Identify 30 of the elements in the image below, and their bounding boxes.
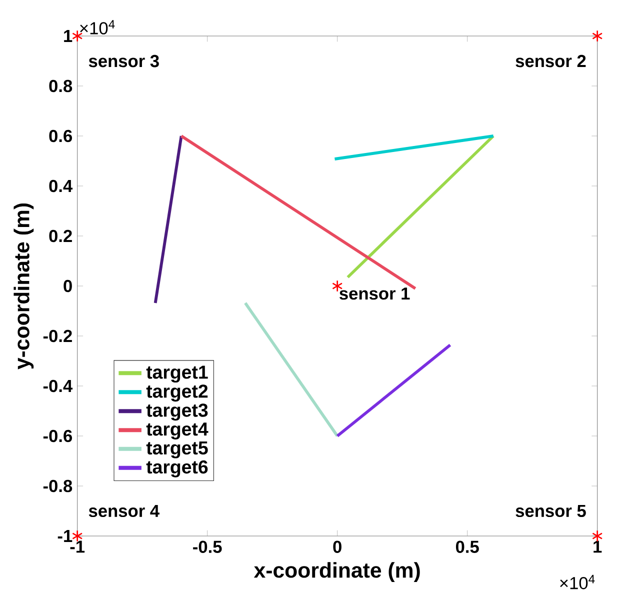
text: ×10$^{4}$ (560, 575, 595, 590)
legend-label: target1 (146, 366, 208, 383)
legend-label: target4 (146, 422, 208, 440)
y-tick-label: 1 (64, 30, 72, 42)
y-tick-label: 0 (64, 280, 72, 292)
x-tick-label: 0 (333, 540, 342, 554)
annotation: sensor 2 (516, 55, 586, 68)
y-axis-title: y-coordinate (m) (14, 204, 34, 370)
x-tick-label: 0.5 (456, 540, 479, 554)
annotation: sensor 1 (340, 288, 410, 300)
x-tick-label: -0.5 (193, 540, 222, 554)
legend-label: target6 (146, 460, 208, 478)
y-tick-label: -0.8 (43, 480, 72, 492)
x-tick-label: 1 (594, 540, 602, 553)
legend-label: target2 (146, 384, 208, 402)
y-tick-label: -0.6 (43, 430, 72, 442)
y-tick-label: 0.6 (49, 130, 72, 142)
annotation: sensor 4 (88, 505, 160, 518)
y-tick-label: 0.8 (49, 80, 72, 92)
y-tick-label: -1 (58, 530, 72, 542)
legend-label: target5 (146, 442, 208, 458)
annotation: sensor 3 (88, 55, 159, 68)
annotation: sensor 5 (516, 505, 586, 518)
legend-label: target3 (146, 404, 208, 421)
x-axis-title: x-coordinate (m) (254, 562, 420, 582)
y-tick-label: 0.2 (49, 230, 72, 242)
y-tick-label: -0.2 (43, 330, 72, 342)
text: ×10$^{4}$ (80, 20, 115, 35)
y-tick-label: -0.4 (43, 380, 73, 392)
y-tick-label: 0.4 (49, 180, 73, 192)
